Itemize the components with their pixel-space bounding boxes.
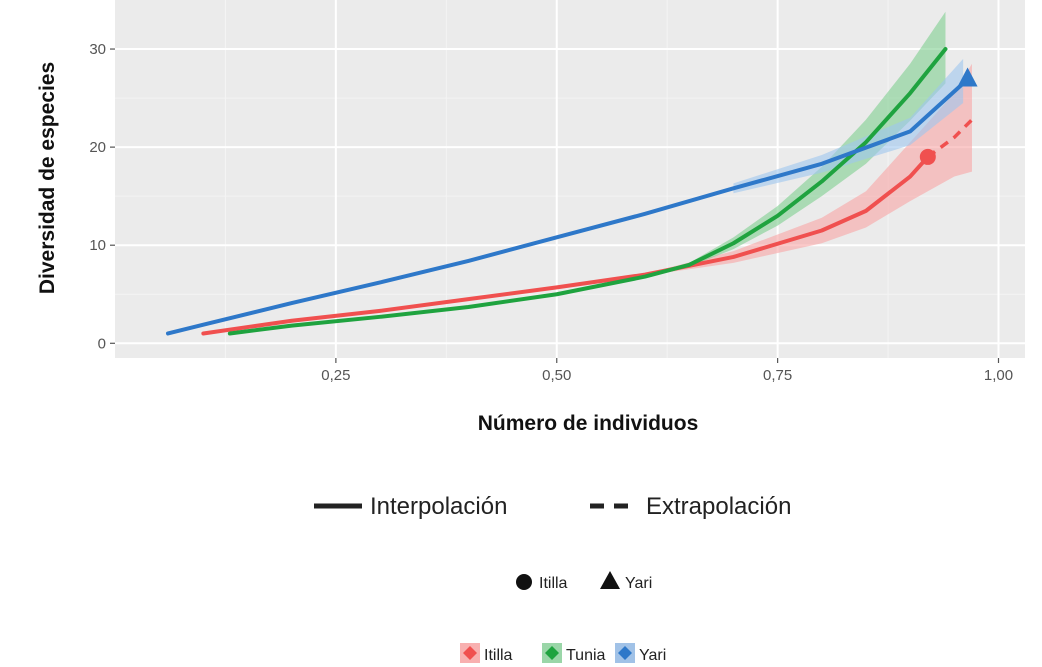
legend-linetype: Interpolación Extrapolación — [314, 493, 791, 520]
legend-color-label: Yari — [639, 647, 666, 664]
x-tick-label: 0,50 — [542, 367, 571, 384]
x-tick-label: 0,75 — [763, 367, 792, 384]
x-tick-label: 1,00 — [984, 367, 1013, 384]
y-axis-label: Diversidad de especies — [36, 62, 59, 294]
marker-yari — [957, 67, 978, 87]
legend-label-solid: Interpolación — [370, 493, 507, 520]
endpoint-markers — [919, 67, 978, 165]
legend-shape-label: Yari — [625, 575, 652, 592]
y-tick-label: 30 — [89, 41, 106, 58]
x-axis-label: Número de individuos — [478, 412, 699, 435]
legend-shape-circle — [516, 574, 532, 590]
line-tunia-interpolated — [227, 47, 948, 336]
x-axis: 0,25 0,50 0,75 1,00 — [321, 358, 1013, 384]
legend-label-dashed: Extrapolación — [646, 493, 791, 520]
y-tick-label: 20 — [89, 139, 106, 156]
legend-color: Itilla Tunia Yari — [460, 643, 666, 664]
legend-color-label: Itilla — [484, 647, 513, 664]
legend-shape-triangle — [600, 571, 620, 589]
legend-color-mark — [545, 646, 559, 660]
plot-background — [115, 0, 1025, 358]
marker-itilla — [919, 148, 936, 165]
series-lines — [166, 47, 974, 336]
line-itilla-extrapolated — [926, 118, 974, 159]
legend-shape-label: Itilla — [539, 575, 568, 592]
legend-color-mark — [463, 646, 477, 660]
y-tick-label: 10 — [89, 237, 106, 254]
y-tick-label: 0 — [98, 335, 106, 352]
legend-shape: Itilla Yari — [516, 571, 652, 592]
x-tick-label: 0,25 — [321, 367, 350, 384]
y-axis: 0 10 20 30 — [89, 41, 115, 352]
legend-color-label: Tunia — [566, 647, 606, 664]
line-yari-interpolated — [166, 81, 966, 336]
legend-color-mark — [618, 646, 632, 660]
